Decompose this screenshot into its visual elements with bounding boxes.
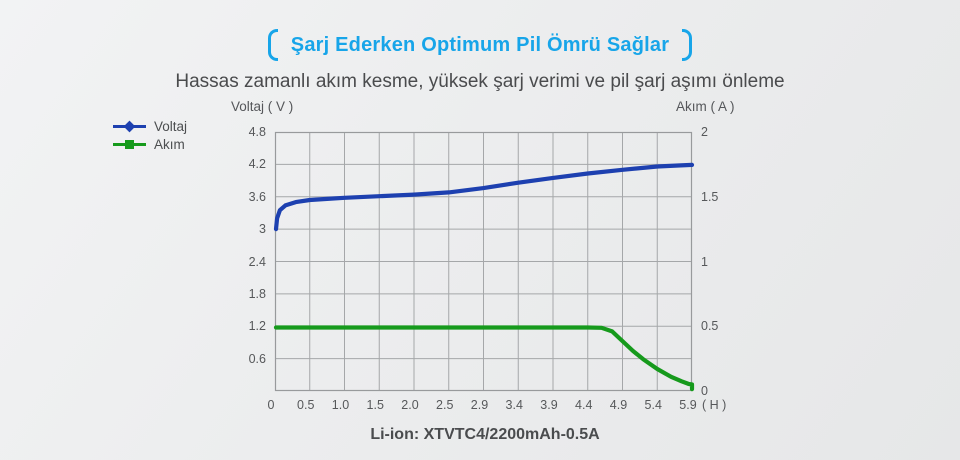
legend-item-voltaj: Voltaj (113, 119, 187, 134)
x-axis-unit: ( H ) (702, 398, 727, 412)
x-tick: 2.5 (436, 398, 454, 412)
x-tick: 0.5 (297, 398, 315, 412)
right-bracket-icon (682, 29, 693, 61)
left-bracket-icon (267, 29, 278, 61)
x-tick: 2.9 (470, 398, 489, 412)
legend-label: Akım (154, 137, 185, 152)
page-title: Şarj Ederken Optimum Pil Ömrü Sağlar (0, 29, 960, 61)
y-right-tick: 0.5 (701, 319, 719, 334)
diamond-marker-icon (123, 120, 136, 133)
x-tick: 5.4 (644, 398, 662, 412)
y-left-tick: 1.2 (248, 319, 266, 334)
legend-swatch (113, 120, 146, 133)
legend-item-akım: Akım (113, 137, 187, 152)
legend: Voltaj Akım (113, 119, 187, 152)
y-left-tick: 4.8 (248, 125, 266, 139)
x-tick: 1.5 (366, 398, 384, 412)
y-right-tick: 2 (701, 125, 708, 139)
x-tick: 3.4 (505, 398, 523, 412)
chart-plot (273, 131, 695, 392)
y-left-tick: 3.6 (248, 189, 266, 204)
x-tick: 4.4 (575, 398, 593, 412)
x-tick: 0 (267, 398, 275, 412)
series-line-voltaj (273, 162, 695, 232)
y-left-tick: 3 (259, 222, 266, 237)
subtitle: Hassas zamanlı akım kesme, yüksek şarj v… (175, 71, 785, 92)
x-tick: 3.9 (540, 398, 558, 412)
y-left-tick: 2.4 (248, 254, 266, 269)
y-right-tick: 1 (701, 254, 708, 269)
y-axis-title-left: Voltaj ( V ) (231, 99, 294, 114)
y-left-tick: 4.2 (248, 157, 266, 172)
x-tick: 2.0 (401, 398, 419, 412)
square-marker-icon (125, 140, 134, 149)
caption: Li-ion: XTVTC4/2200mAh-0.5A (370, 426, 600, 443)
title-text: Şarj Ederken Optimum Pil Ömrü Sağlar (290, 33, 670, 56)
legend-label: Voltaj (154, 119, 188, 134)
x-tick: 1.0 (331, 398, 350, 412)
y-right-tick: 0 (701, 384, 708, 398)
y-right-tick: 1.5 (701, 189, 719, 204)
y-axis-title-right: Akım ( A ) (676, 99, 735, 114)
series-line-akım (273, 325, 695, 392)
y-left-tick: 1.8 (248, 286, 266, 301)
x-tick: 5.9 (679, 398, 697, 412)
y-left-tick: 0.6 (248, 351, 266, 366)
x-tick: 4.9 (609, 398, 628, 412)
legend-swatch (113, 140, 146, 150)
